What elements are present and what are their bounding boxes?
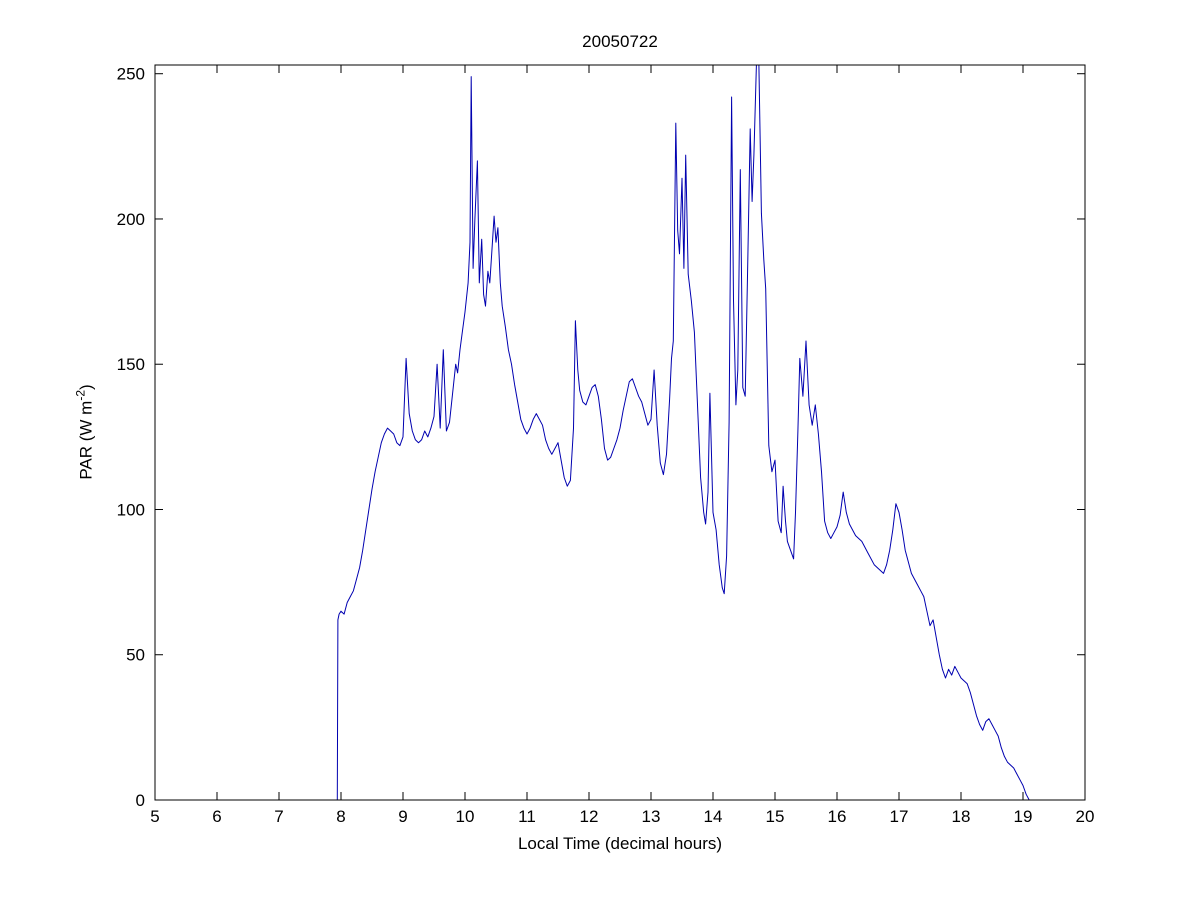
x-tick-label: 8	[336, 807, 345, 826]
x-tick-label: 13	[642, 807, 661, 826]
x-tick-label: 5	[150, 807, 159, 826]
x-tick-label: 12	[580, 807, 599, 826]
x-tick-label: 7	[274, 807, 283, 826]
x-axis-label: Local Time (decimal hours)	[517, 834, 723, 853]
x-tick-label: 6	[212, 807, 221, 826]
y-tick-label: 200	[117, 210, 145, 229]
x-tick-label: 20	[1076, 807, 1095, 826]
x-tick-label: 18	[952, 807, 971, 826]
axes-box	[154, 64, 1086, 801]
x-tick-label: 9	[398, 807, 407, 826]
x-tick-label: 15	[766, 807, 785, 826]
x-tick-label: 17	[890, 807, 909, 826]
x-tick-label: 10	[456, 807, 475, 826]
x-tick-label: 11	[518, 807, 536, 826]
y-axis-label-close: )	[76, 384, 96, 390]
y-tick-label: 0	[136, 791, 145, 810]
x-tick-label: 19	[1014, 807, 1033, 826]
y-axis-label: PAR (W m-2)	[74, 384, 97, 479]
y-tick-label: 150	[117, 355, 145, 374]
par-line	[232, 64, 1030, 801]
y-axis-label-exponent: -2	[73, 389, 88, 401]
x-tick-label: 14	[704, 807, 723, 826]
y-tick-label: 100	[117, 500, 145, 519]
y-axis-label-main: PAR (W m	[76, 400, 96, 480]
y-tick-label: 50	[126, 646, 145, 665]
y-tick-label: 250	[117, 65, 145, 84]
chart-title: 20050722	[582, 32, 658, 51]
x-tick-label: 16	[828, 807, 847, 826]
